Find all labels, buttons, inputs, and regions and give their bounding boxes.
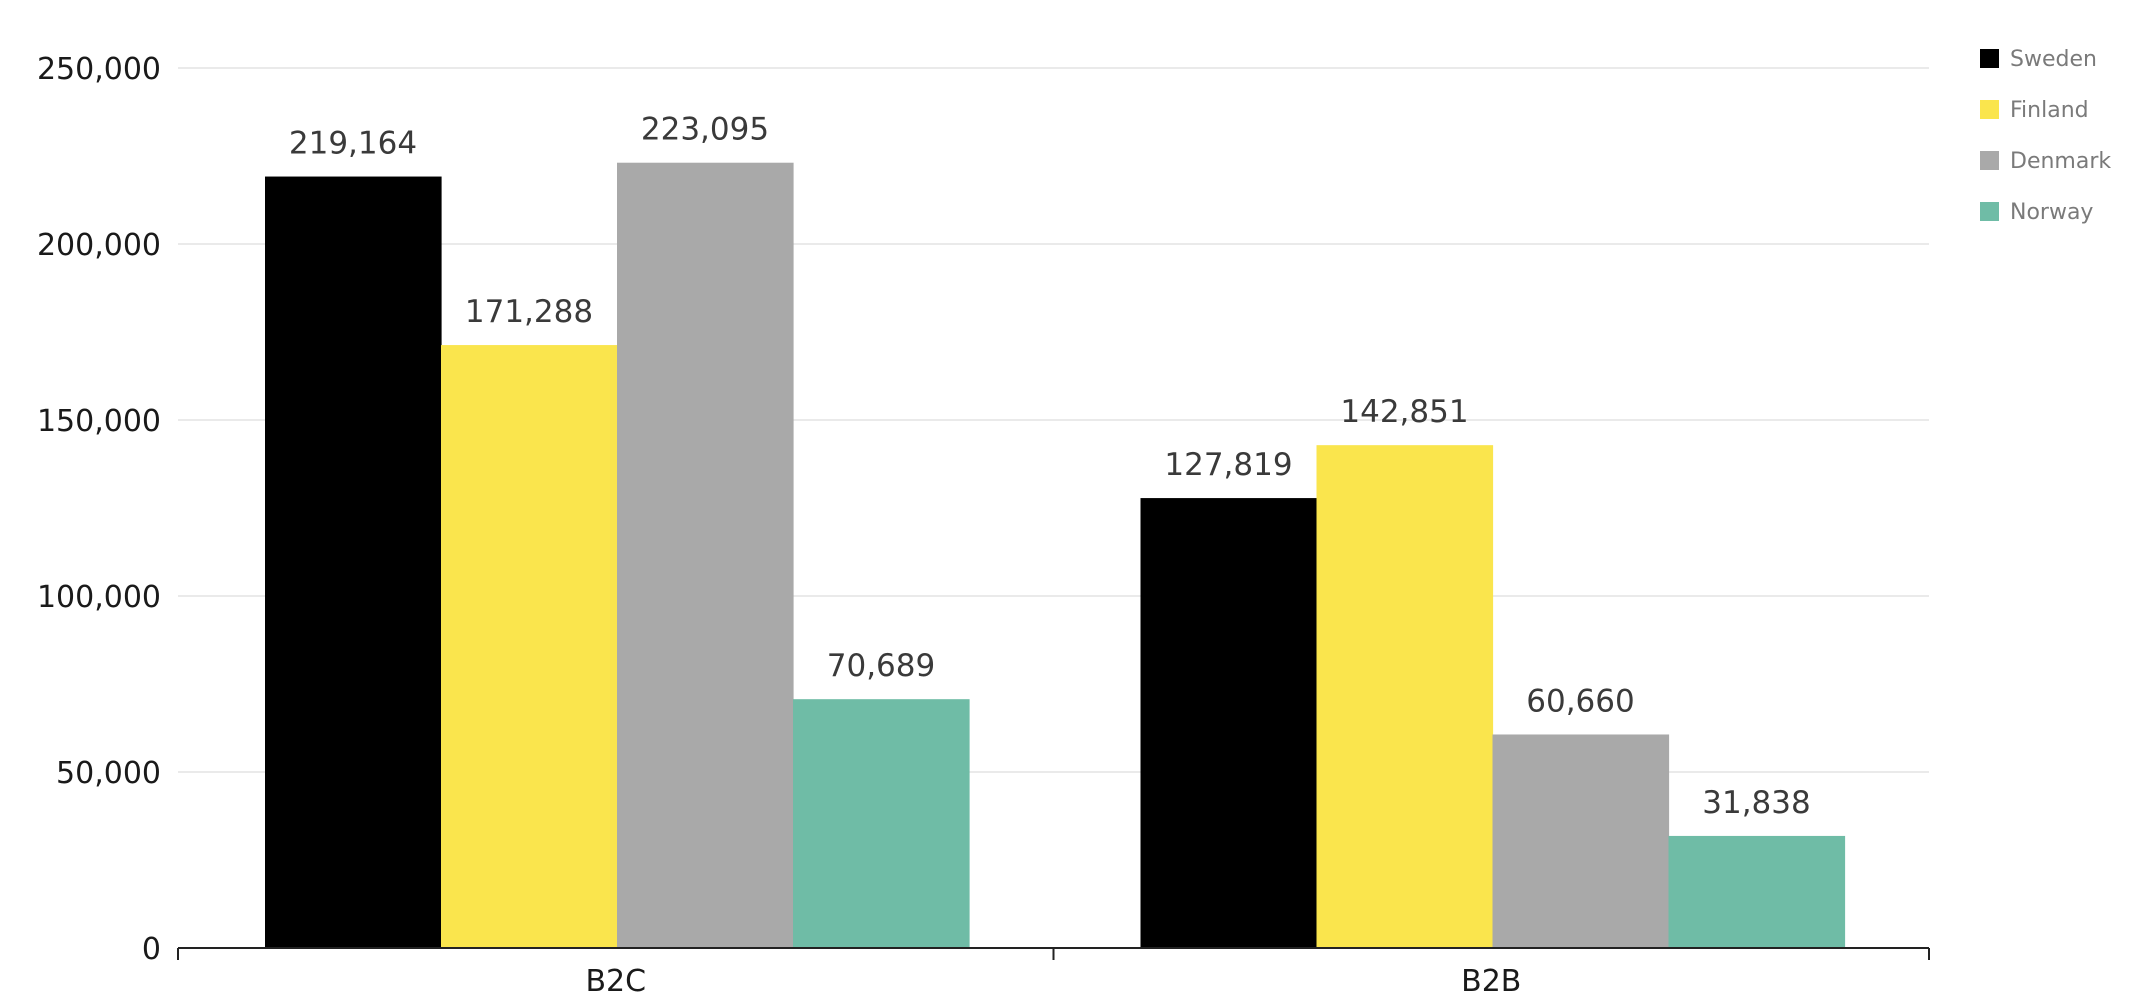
data-label-norway-b2b: 31,838 xyxy=(1702,785,1810,821)
bar-denmark-b2c xyxy=(617,162,794,949)
y-tick-label-0: 0 xyxy=(142,932,161,967)
x-category-label-b2c: B2C xyxy=(585,964,646,999)
data-label-denmark-b2b: 60,660 xyxy=(1526,683,1634,719)
data-label-denmark-b2c: 223,095 xyxy=(641,112,769,148)
legend-swatch-sweden xyxy=(1980,49,1999,68)
data-label-finland-b2c: 171,288 xyxy=(465,294,593,330)
legend-label-finland: Finland xyxy=(2010,98,2089,123)
bar-norway-b2c xyxy=(793,699,970,948)
legend-swatch-denmark xyxy=(1980,151,1999,170)
bar-finland-b2b xyxy=(1316,445,1494,948)
data-label-finland-b2b: 142,851 xyxy=(1340,394,1468,430)
legend-label-denmark: Denmark xyxy=(2010,149,2111,174)
legend: Sweden Finland Denmark Norway xyxy=(1980,47,2111,225)
bar-sweden-b2c xyxy=(265,176,442,948)
bars xyxy=(265,162,1846,949)
bar-norway-b2b xyxy=(1668,835,1846,948)
legend-swatch-finland xyxy=(1980,100,1999,119)
y-tick-label-1: 50,000 xyxy=(56,756,161,791)
y-tick-label-4: 200,000 xyxy=(37,228,161,263)
legend-swatch-norway xyxy=(1980,202,1999,221)
y-axis-ticks: 0 50,000 100,000 150,000 200,000 250,000 xyxy=(37,52,161,967)
data-label-sweden-b2c: 219,164 xyxy=(289,126,417,162)
y-tick-label-5: 250,000 xyxy=(37,52,161,87)
y-tick-label-3: 150,000 xyxy=(37,404,161,439)
bar-sweden-b2b xyxy=(1140,498,1318,948)
data-label-norway-b2c: 70,689 xyxy=(827,648,935,684)
legend-label-sweden: Sweden xyxy=(2010,47,2097,72)
data-labels: 219,164 171,288 223,095 70,689 127,819 142,85… xyxy=(289,112,1811,821)
bar-denmark-b2b xyxy=(1492,734,1670,948)
bar-finland-b2c xyxy=(441,345,618,948)
x-category-label-b2b: B2B xyxy=(1461,964,1521,999)
legend-label-norway: Norway xyxy=(2010,200,2093,225)
y-tick-label-2: 100,000 xyxy=(37,580,161,615)
data-label-sweden-b2b: 127,819 xyxy=(1164,447,1292,483)
x-axis: B2C B2B xyxy=(177,947,1930,999)
